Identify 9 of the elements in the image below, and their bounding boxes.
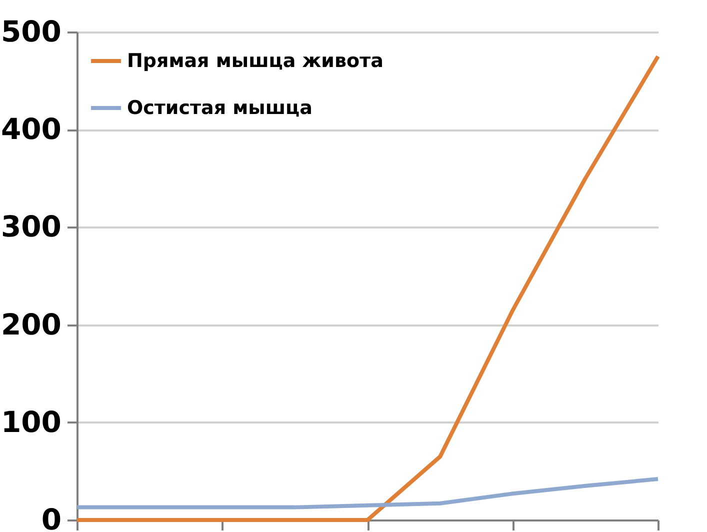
y-tick-label: 200 (0, 307, 62, 342)
legend-label: Прямая мышца живота (127, 50, 384, 72)
y-tick-label: 100 (0, 404, 62, 439)
y-tick-label: 400 (0, 112, 62, 146)
y-tick-label: 0 (41, 502, 62, 532)
line-series (75, 477, 660, 510)
y-tick-label: 500 (0, 14, 62, 48)
legend-label: Остистая мышца (127, 97, 312, 119)
y-tick-label: 300 (0, 210, 62, 244)
